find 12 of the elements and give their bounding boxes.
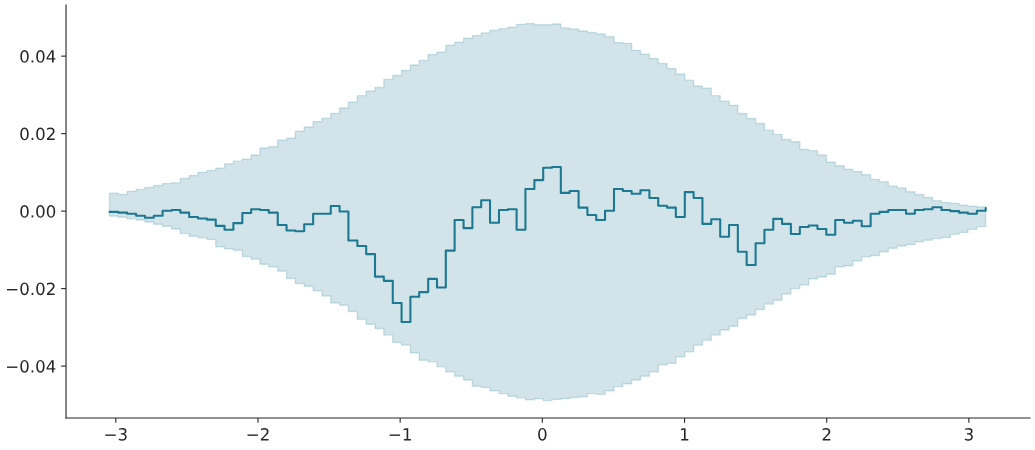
x-tick-label: −1 bbox=[389, 428, 411, 441]
y-tick-label: −0.04 bbox=[7, 360, 56, 373]
x-tick-label: 2 bbox=[822, 428, 831, 441]
x-tick-label: 0 bbox=[538, 428, 547, 441]
y-tick-label: 0.00 bbox=[20, 205, 56, 218]
y-tick-label: −0.02 bbox=[7, 282, 55, 296]
y-tick-label: 0.04 bbox=[20, 50, 56, 63]
x-tick-label: −3 bbox=[105, 428, 127, 441]
x-tick-label: 3 bbox=[964, 428, 973, 441]
x-tick-label: 1 bbox=[681, 428, 689, 441]
x-tick-label: −2 bbox=[247, 428, 269, 441]
y-tick-label: 0.02 bbox=[20, 127, 55, 141]
